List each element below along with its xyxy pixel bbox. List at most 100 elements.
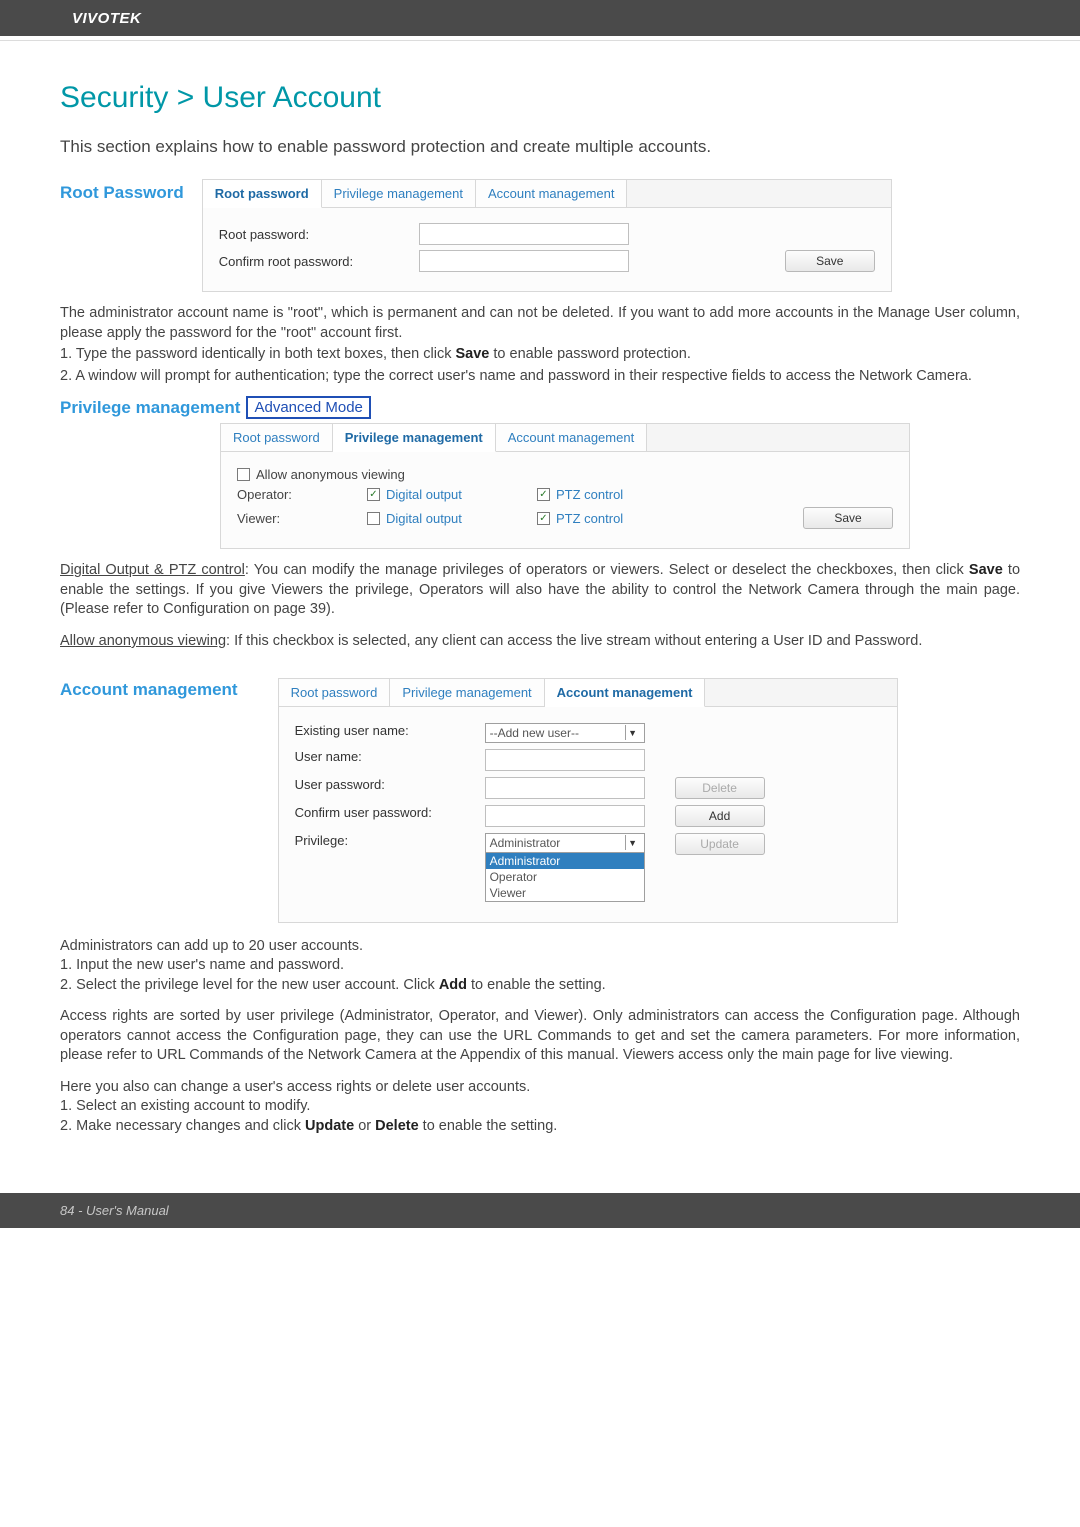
update-button[interactable]: Update	[675, 833, 765, 855]
root-password-row: Root Password Root password Privilege ma…	[60, 175, 1020, 292]
user-password-label: User password:	[295, 777, 485, 792]
confirm-user-password-row: Confirm user password: Add	[295, 805, 881, 827]
confirm-root-password-input[interactable]	[419, 250, 629, 272]
acct-para-b1: Access rights are sorted by user privile…	[60, 1007, 1020, 1066]
viewer-label: Viewer:	[237, 511, 367, 526]
acct-para-c3b: Update	[305, 1118, 354, 1134]
existing-user-row: Existing user name: --Add new user-- ▼	[295, 723, 881, 743]
root-para-2c: to enable password protection.	[489, 346, 691, 362]
priv-para-1-save: Save	[969, 562, 1003, 578]
priv-para-2: Allow anonymous viewing: If this checkbo…	[60, 632, 1020, 652]
privilege-option-viewer[interactable]: Viewer	[486, 885, 644, 901]
acct-para-a1: Administrators can add up to 20 user acc…	[60, 937, 1020, 957]
acct-para-c3d: Delete	[375, 1118, 419, 1134]
tab-account-management[interactable]: Account management	[476, 180, 627, 207]
viewer-ptz-label: PTZ control	[556, 511, 623, 526]
tab-privilege-management-2[interactable]: Privilege management	[333, 424, 496, 452]
existing-user-select[interactable]: --Add new user-- ▼	[485, 723, 645, 743]
root-password-label: Root password:	[219, 227, 419, 242]
acct-para-c1: Here you also can change a user's access…	[60, 1078, 1020, 1098]
allow-anon-row: Allow anonymous viewing	[237, 467, 893, 482]
root-password-field-row: Root password:	[219, 223, 875, 245]
acct-heading: Account management	[60, 680, 238, 700]
existing-user-select-value: --Add new user--	[490, 726, 579, 740]
acct-tabs: Root password Privilege management Accou…	[279, 679, 897, 707]
tab-account-management-2[interactable]: Account management	[496, 424, 647, 451]
operator-ptz-label: PTZ control	[556, 487, 623, 502]
brand-label: VIVOTEK	[72, 10, 141, 27]
privilege-save-button[interactable]: Save	[803, 507, 893, 529]
privilege-option-operator[interactable]: Operator	[486, 869, 644, 885]
privilege-row: Privilege: Administrator ▼ Administrator…	[295, 833, 881, 902]
privilege-option-administrator[interactable]: Administrator	[486, 853, 644, 869]
tab-root-password-2[interactable]: Root password	[221, 424, 333, 451]
operator-digital-output-label: Digital output	[386, 487, 462, 502]
privilege-label: Privilege:	[295, 833, 485, 848]
privilege-panel: Root password Privilege management Accou…	[220, 423, 910, 549]
chevron-down-icon: ▼	[625, 835, 640, 850]
acct-para-a2: 1. Input the new user's name and passwor…	[60, 956, 1020, 976]
root-password-tabs: Root password Privilege management Accou…	[203, 180, 891, 208]
tab-account-management-3[interactable]: Account management	[545, 679, 706, 707]
privilege-select[interactable]: Administrator ▼	[485, 833, 645, 853]
user-name-row: User name:	[295, 749, 881, 771]
root-para-3: 2. A window will prompt for authenticati…	[60, 367, 1020, 387]
confirm-user-password-input[interactable]	[485, 805, 645, 827]
user-name-input[interactable]	[485, 749, 645, 771]
advanced-mode-badge: Advanced Mode	[246, 396, 370, 419]
viewer-digital-output-checkbox[interactable]	[367, 512, 380, 525]
privilege-tabs: Root password Privilege management Accou…	[221, 424, 909, 452]
confirm-root-password-row: Confirm root password: Save	[219, 250, 875, 272]
allow-anon-checkbox[interactable]	[237, 468, 250, 481]
acct-para-c3a: 2. Make necessary changes and click	[60, 1118, 305, 1134]
acct-body: Existing user name: --Add new user-- ▼ U…	[279, 707, 897, 922]
root-password-heading: Root Password	[60, 183, 184, 203]
root-para-2a: 1. Type the password identically in both…	[60, 346, 455, 362]
tab-root-password-3[interactable]: Root password	[279, 679, 391, 706]
acct-para-a3a: 2. Select the privilege level for the ne…	[60, 977, 439, 993]
acct-para-c2: 1. Select an existing account to modify.	[60, 1097, 1020, 1117]
acct-panel: Root password Privilege management Accou…	[278, 678, 898, 923]
operator-row: Operator: Digital output PTZ control	[237, 487, 893, 502]
privilege-heading: Privilege management	[60, 398, 240, 418]
tab-root-password[interactable]: Root password	[203, 180, 322, 208]
root-password-input[interactable]	[419, 223, 629, 245]
privilege-option-list: Administrator Operator Viewer	[485, 853, 645, 902]
operator-digital-output-checkbox[interactable]	[367, 488, 380, 501]
top-bar: VIVOTEK	[0, 0, 1080, 36]
acct-row: Account management Root password Privile…	[60, 674, 1020, 923]
user-password-input[interactable]	[485, 777, 645, 799]
priv-para-1: Digital Output & PTZ control: You can mo…	[60, 561, 1020, 620]
viewer-digital-output-label: Digital output	[386, 511, 462, 526]
privilege-select-value: Administrator	[490, 836, 561, 850]
confirm-root-password-label: Confirm root password:	[219, 254, 419, 269]
acct-para-c3e: to enable the setting.	[419, 1118, 558, 1134]
existing-user-label: Existing user name:	[295, 723, 485, 738]
lead-text: This section explains how to enable pass…	[60, 137, 1020, 157]
acct-para-c3: 2. Make necessary changes and click Upda…	[60, 1117, 1020, 1137]
tab-privilege-management[interactable]: Privilege management	[322, 180, 476, 207]
delete-button[interactable]: Delete	[675, 777, 765, 799]
acct-para-a3: 2. Select the privilege level for the ne…	[60, 976, 1020, 996]
page-content: Security > User Account This section exp…	[0, 41, 1080, 1167]
viewer-ptz-checkbox[interactable]	[537, 512, 550, 525]
user-password-row: User password: Delete	[295, 777, 881, 799]
priv-para-2-rest: : If this checkbox is selected, any clie…	[226, 633, 922, 649]
priv-para-1-rest: : You can modify the manage privileges o…	[245, 562, 969, 578]
operator-ptz-checkbox[interactable]	[537, 488, 550, 501]
root-para-2b: Save	[455, 346, 489, 362]
chevron-down-icon: ▼	[625, 725, 640, 740]
root-password-panel: Root password Privilege management Accou…	[202, 179, 892, 292]
viewer-row: Viewer: Digital output PTZ control Save	[237, 507, 893, 529]
footer-text: 84 - User's Manual	[60, 1203, 169, 1218]
tab-privilege-management-3[interactable]: Privilege management	[390, 679, 544, 706]
operator-label: Operator:	[237, 487, 367, 502]
priv-para-1-lead: Digital Output & PTZ control	[60, 562, 245, 578]
root-save-button[interactable]: Save	[785, 250, 875, 272]
acct-para-a3c: to enable the setting.	[467, 977, 606, 993]
add-button[interactable]: Add	[675, 805, 765, 827]
acct-para-c3c: or	[354, 1118, 375, 1134]
root-para-1: The administrator account name is "root"…	[60, 304, 1020, 343]
user-name-label: User name:	[295, 749, 485, 764]
priv-heading-row: Privilege management Advanced Mode	[60, 396, 1020, 419]
